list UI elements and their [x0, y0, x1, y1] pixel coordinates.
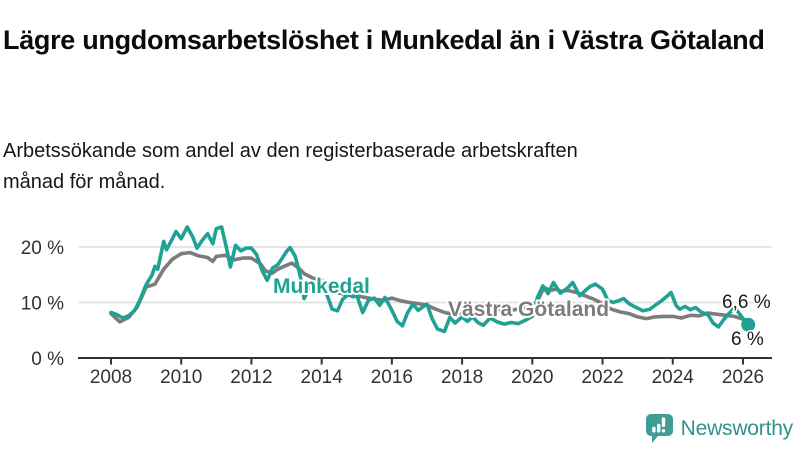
x-axis-label-2014: 2014 [301, 367, 344, 388]
end-value-label-6: 6 % [731, 329, 764, 350]
bar-medium [656, 423, 661, 433]
v-stra-g-taland-series-label: Västra Götaland [448, 298, 609, 321]
x-axis-label-2022: 2022 [581, 367, 623, 388]
bar-small [651, 426, 656, 433]
x-axis-label-2012: 2012 [230, 367, 272, 388]
munkedal-series-label: Munkedal [273, 275, 370, 298]
logo-wordmark: Newsworthy [680, 416, 794, 440]
x-axis-label-2010: 2010 [160, 367, 202, 388]
x-axis-label-2020: 2020 [511, 367, 553, 388]
newsworthy-logo: Newsworthy [645, 413, 793, 444]
series-end-dot [741, 317, 756, 332]
x-axis-label-2016: 2016 [371, 367, 413, 388]
page-title: Lägre ungdomsarbetslöshet i Munkedal än … [3, 25, 765, 56]
x-axis-label-2008: 2008 [90, 367, 132, 388]
y-axis-label-10: 10 % [21, 294, 64, 315]
y-axis-label-20: 20 % [21, 238, 64, 259]
x-axis-label-2026: 2026 [722, 367, 764, 388]
bar-chart-speech-bubble-icon [645, 414, 673, 443]
exclamation-dot [661, 429, 665, 433]
exclamation-bar [661, 417, 665, 427]
end-value-label-6.6: 6,6 % [722, 292, 771, 313]
x-axis-label-2018: 2018 [441, 367, 483, 388]
munkedal-line [109, 225, 751, 334]
x-axis-label-2024: 2024 [652, 367, 695, 388]
y-axis-label-0: 0 % [31, 349, 64, 370]
chart-subtitle: Arbetssökande som andel av den registerb… [3, 140, 578, 193]
